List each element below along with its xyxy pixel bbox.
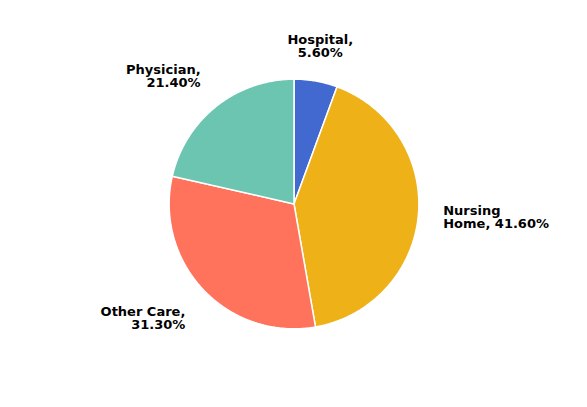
svg-text:Other Care,31.30%: Other Care,31.30% xyxy=(101,304,186,332)
svg-text:Physician,21.40%: Physician,21.40% xyxy=(126,62,201,90)
svg-text:NursingHome, 41.60%: NursingHome, 41.60% xyxy=(443,203,549,231)
svg-text:Hospital,5.60%: Hospital,5.60% xyxy=(287,32,353,60)
